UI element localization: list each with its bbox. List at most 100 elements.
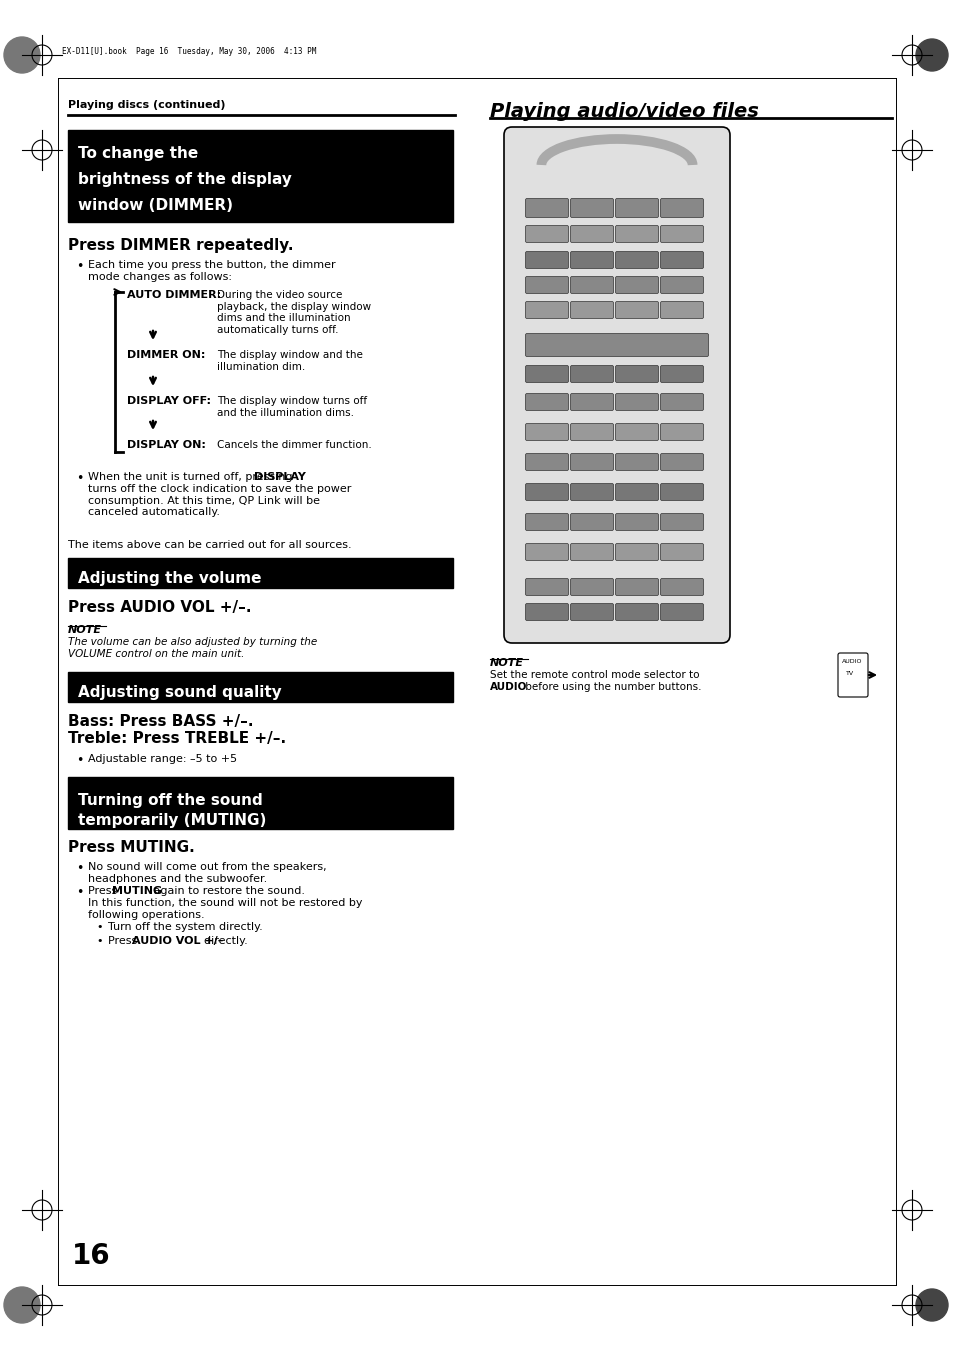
FancyBboxPatch shape [659, 543, 702, 561]
Circle shape [4, 36, 40, 73]
FancyBboxPatch shape [525, 484, 568, 500]
FancyBboxPatch shape [659, 513, 702, 531]
FancyBboxPatch shape [659, 578, 702, 596]
Text: AUDIO VOL +/–: AUDIO VOL +/– [132, 936, 223, 946]
Text: DISPLAY ON:: DISPLAY ON: [127, 440, 206, 450]
Text: temporarily (MUTING): temporarily (MUTING) [78, 813, 266, 828]
Text: DISPLAY: DISPLAY [253, 471, 306, 482]
FancyBboxPatch shape [615, 251, 658, 269]
FancyBboxPatch shape [615, 301, 658, 319]
FancyBboxPatch shape [659, 484, 702, 500]
Text: Adjusting sound quality: Adjusting sound quality [78, 685, 281, 701]
Text: •: • [76, 259, 83, 273]
FancyBboxPatch shape [615, 604, 658, 620]
FancyBboxPatch shape [659, 199, 702, 218]
FancyBboxPatch shape [659, 454, 702, 470]
FancyBboxPatch shape [570, 484, 613, 500]
Text: Cancels the dimmer function.: Cancels the dimmer function. [216, 440, 372, 450]
FancyBboxPatch shape [659, 301, 702, 319]
Circle shape [915, 39, 947, 72]
FancyBboxPatch shape [570, 393, 613, 411]
Text: To change the: To change the [78, 146, 198, 161]
Text: 16: 16 [71, 1242, 111, 1270]
FancyBboxPatch shape [570, 578, 613, 596]
FancyBboxPatch shape [570, 604, 613, 620]
Text: MUTING: MUTING [112, 886, 162, 896]
Text: Adjustable range: –5 to +5: Adjustable range: –5 to +5 [88, 754, 237, 765]
Text: NOTE: NOTE [68, 626, 102, 635]
Text: The items above can be carried out for all sources.: The items above can be carried out for a… [68, 540, 352, 550]
Text: When the unit is turned off, pressing: When the unit is turned off, pressing [88, 471, 295, 482]
Text: brightness of the display: brightness of the display [78, 172, 292, 186]
FancyBboxPatch shape [615, 277, 658, 293]
Text: TV: TV [845, 671, 853, 676]
FancyBboxPatch shape [659, 604, 702, 620]
FancyBboxPatch shape [525, 334, 708, 357]
Text: EX-D11[U].book  Page 16  Tuesday, May 30, 2006  4:13 PM: EX-D11[U].book Page 16 Tuesday, May 30, … [62, 47, 316, 57]
FancyBboxPatch shape [525, 578, 568, 596]
FancyBboxPatch shape [570, 199, 613, 218]
Text: before using the number buttons.: before using the number buttons. [521, 682, 700, 692]
FancyBboxPatch shape [525, 423, 568, 440]
FancyBboxPatch shape [615, 226, 658, 242]
FancyBboxPatch shape [615, 484, 658, 500]
Text: •: • [76, 862, 83, 875]
Circle shape [4, 1288, 40, 1323]
FancyBboxPatch shape [615, 543, 658, 561]
FancyBboxPatch shape [570, 423, 613, 440]
FancyBboxPatch shape [659, 277, 702, 293]
Text: •: • [96, 921, 102, 932]
Bar [68, 558, 453, 588]
Text: directly.: directly. [196, 936, 248, 946]
Text: DISPLAY OFF:: DISPLAY OFF: [127, 396, 211, 407]
Text: The volume can be also adjusted by turning the
VOLUME control on the main unit.: The volume can be also adjusted by turni… [68, 638, 317, 658]
FancyBboxPatch shape [570, 366, 613, 382]
FancyBboxPatch shape [659, 226, 702, 242]
Text: AUDIO: AUDIO [841, 659, 862, 663]
FancyBboxPatch shape [525, 513, 568, 531]
FancyBboxPatch shape [615, 454, 658, 470]
FancyBboxPatch shape [525, 301, 568, 319]
Text: •: • [96, 936, 102, 946]
FancyBboxPatch shape [659, 366, 702, 382]
Text: Bass: Press BASS +/–.
Treble: Press TREBLE +/–.: Bass: Press BASS +/–. Treble: Press TREB… [68, 713, 286, 746]
Text: •: • [76, 471, 83, 485]
Text: NOTE: NOTE [490, 658, 523, 667]
Circle shape [915, 1289, 947, 1321]
FancyBboxPatch shape [659, 251, 702, 269]
Text: During the video source
playback, the display window
dims and the illumination
a: During the video source playback, the di… [216, 290, 371, 335]
Text: •: • [76, 754, 83, 767]
FancyBboxPatch shape [525, 277, 568, 293]
FancyBboxPatch shape [525, 199, 568, 218]
Text: turns off the clock indication to save the power
consumption. At this time, QP L: turns off the clock indication to save t… [88, 484, 351, 517]
Text: No sound will come out from the speakers,
headphones and the subwoofer.: No sound will come out from the speakers… [88, 862, 326, 884]
FancyBboxPatch shape [570, 251, 613, 269]
FancyBboxPatch shape [570, 543, 613, 561]
FancyBboxPatch shape [837, 653, 867, 697]
Bar [68, 777, 453, 830]
FancyBboxPatch shape [615, 423, 658, 440]
Text: Turn off the system directly.: Turn off the system directly. [108, 921, 262, 932]
Text: Each time you press the button, the dimmer
mode changes as follows:: Each time you press the button, the dimm… [88, 259, 335, 281]
Text: again to restore the sound.: again to restore the sound. [150, 886, 305, 896]
Text: AUTO DIMMER:: AUTO DIMMER: [127, 290, 221, 300]
FancyBboxPatch shape [503, 127, 729, 643]
FancyBboxPatch shape [659, 393, 702, 411]
FancyBboxPatch shape [525, 543, 568, 561]
Text: •: • [76, 886, 83, 898]
Text: The display window and the
illumination dim.: The display window and the illumination … [216, 350, 362, 372]
Text: Press DIMMER repeatedly.: Press DIMMER repeatedly. [68, 238, 294, 253]
FancyBboxPatch shape [570, 277, 613, 293]
FancyBboxPatch shape [659, 423, 702, 440]
Text: DIMMER ON:: DIMMER ON: [127, 350, 205, 359]
FancyBboxPatch shape [525, 366, 568, 382]
FancyBboxPatch shape [525, 604, 568, 620]
FancyBboxPatch shape [525, 226, 568, 242]
FancyBboxPatch shape [525, 251, 568, 269]
Text: Playing audio/video files: Playing audio/video files [490, 101, 758, 122]
FancyBboxPatch shape [570, 513, 613, 531]
FancyBboxPatch shape [525, 393, 568, 411]
Text: Turning off the sound: Turning off the sound [78, 793, 262, 808]
Text: The display window turns off
and the illumination dims.: The display window turns off and the ill… [216, 396, 367, 417]
Text: Adjusting the volume: Adjusting the volume [78, 571, 261, 586]
